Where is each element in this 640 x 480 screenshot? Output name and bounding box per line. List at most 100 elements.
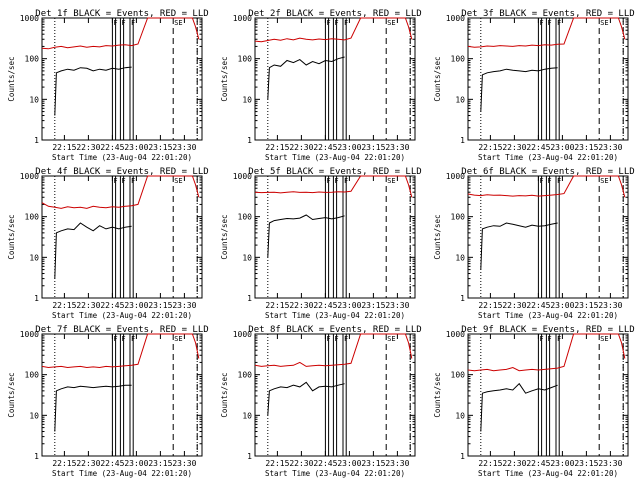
y-tick-label: 100 <box>451 55 466 64</box>
y-axis-label: Counts/sec <box>220 372 229 417</box>
x-tick-label: 23:30 <box>598 301 622 310</box>
x-tick-label: 23:00 <box>337 143 361 152</box>
x-tick-label: 23:15 <box>361 301 385 310</box>
y-tick-label: 1 <box>247 136 252 145</box>
y-tick-label: 1000 <box>446 330 465 339</box>
saa-flag: SE <box>387 335 395 343</box>
y-tick-label: 1000 <box>446 172 465 181</box>
y-tick-label: 100 <box>25 371 40 380</box>
saa-flag: SE <box>174 177 182 185</box>
x-tick-label: 22:15 <box>478 143 502 152</box>
x-tick-label: 23:15 <box>574 301 598 310</box>
series-line-lld <box>467 175 626 198</box>
plot-frame <box>41 333 203 457</box>
x-tick-label: 22:45 <box>526 459 550 468</box>
saa-flag: SE <box>387 177 395 185</box>
x-tick-label: 22:30 <box>289 459 313 468</box>
x-tick-label: 23:30 <box>385 143 409 152</box>
x-tick-label: 23:30 <box>385 301 409 310</box>
y-tick-label: 10 <box>242 95 252 104</box>
x-tick-label: 23:15 <box>148 143 172 152</box>
panel-title: Det 8f BLACK = Events, RED = LLD <box>248 325 421 335</box>
x-axis-label: Start Time (23-Aug-04 22:01:20) <box>265 469 405 478</box>
x-tick-label: 23:15 <box>361 143 385 152</box>
panel-title: Det 3f BLACK = Events, RED = LLD <box>461 9 634 19</box>
y-tick-label: 1 <box>34 452 39 461</box>
x-tick-label: 22:15 <box>52 143 76 152</box>
plot-frame <box>467 333 629 457</box>
series-line-events <box>267 214 345 258</box>
series-line-events <box>480 382 558 432</box>
plot-frame <box>467 175 629 299</box>
panel-title: Det 6f BLACK = Events, RED = LLD <box>461 167 634 177</box>
x-tick-label: 22:15 <box>265 143 289 152</box>
x-tick-label: 23:30 <box>385 459 409 468</box>
y-tick-label: 10 <box>242 253 252 262</box>
panel-title: Det 1f BLACK = Events, RED = LLD <box>35 9 208 19</box>
x-tick-label: 23:30 <box>598 143 622 152</box>
x-axis-label: Start Time (23-Aug-04 22:01:20) <box>478 469 618 478</box>
y-tick-label: 100 <box>25 55 40 64</box>
x-tick-label: 23:15 <box>574 143 598 152</box>
y-axis-label: Counts/sec <box>220 56 229 101</box>
y-tick-label: 1000 <box>20 14 39 23</box>
y-tick-label: 10 <box>242 411 252 420</box>
x-tick-label: 22:15 <box>265 301 289 310</box>
x-tick-label: 22:30 <box>502 459 526 468</box>
plot-frame <box>467 17 629 141</box>
panel-title: Det 2f BLACK = Events, RED = LLD <box>248 9 421 19</box>
chart-panel-6: Det 6f BLACK = Events, RED = LLD 1 10 100 10… <box>433 167 635 320</box>
x-tick-label: 22:15 <box>265 459 289 468</box>
x-tick-label: 22:45 <box>313 143 337 152</box>
series-line-events <box>54 384 132 432</box>
y-tick-label: 100 <box>238 213 253 222</box>
x-tick-label: 23:30 <box>598 459 622 468</box>
x-tick-label: 22:45 <box>313 301 337 310</box>
series-line-events <box>480 67 558 112</box>
x-tick-label: 23:00 <box>337 301 361 310</box>
y-axis-label: Counts/sec <box>433 214 442 259</box>
y-tick-label: 100 <box>451 213 466 222</box>
y-tick-label: 1 <box>460 136 465 145</box>
y-tick-label: 10 <box>29 253 39 262</box>
x-axis-label: Start Time (23-Aug-04 22:01:20) <box>478 311 618 320</box>
series-line-events <box>267 56 345 100</box>
y-tick-label: 10 <box>455 95 465 104</box>
y-axis-label: Counts/sec <box>7 372 16 417</box>
panel-title: Det 9f BLACK = Events, RED = LLD <box>461 325 634 335</box>
x-tick-label: 23:15 <box>148 459 172 468</box>
series-line-lld <box>254 175 413 198</box>
saa-flag: SE <box>387 19 395 27</box>
x-tick-label: 22:30 <box>76 459 100 468</box>
series-line-lld <box>41 333 200 369</box>
x-tick-label: 22:15 <box>478 301 502 310</box>
x-tick-label: 22:15 <box>478 459 502 468</box>
y-tick-label: 100 <box>238 55 253 64</box>
x-tick-label: 22:30 <box>289 301 313 310</box>
y-tick-label: 10 <box>29 95 39 104</box>
x-axis-label: Start Time (23-Aug-04 22:01:20) <box>52 153 192 162</box>
x-tick-label: 23:15 <box>574 459 598 468</box>
x-tick-label: 23:00 <box>550 459 574 468</box>
x-axis-label: Start Time (23-Aug-04 22:01:20) <box>52 311 192 320</box>
x-tick-label: 22:45 <box>313 459 337 468</box>
x-axis-label: Start Time (23-Aug-04 22:01:20) <box>265 153 405 162</box>
x-tick-label: 23:30 <box>172 301 196 310</box>
saa-flag: SE <box>174 335 182 343</box>
series-line-events <box>267 381 345 416</box>
series-line-events <box>54 222 132 279</box>
x-tick-label: 22:30 <box>289 143 313 152</box>
x-tick-label: 23:15 <box>361 459 385 468</box>
saa-flag: SE <box>600 177 608 185</box>
plot-frame <box>254 17 416 141</box>
y-tick-label: 1 <box>34 294 39 303</box>
chart-panel-9: Det 9f BLACK = Events, RED = LLD 1 10 100 10… <box>433 325 635 478</box>
chart-panel-1: Det 1f BLACK = Events, RED = LLD 1 10 100 10… <box>7 9 209 162</box>
x-tick-label: 23:30 <box>172 459 196 468</box>
x-tick-label: 22:45 <box>526 301 550 310</box>
chart-panel-7: Det 7f BLACK = Events, RED = LLD 1 10 100 10… <box>7 325 209 478</box>
panel-title: Det 4f BLACK = Events, RED = LLD <box>35 167 208 177</box>
y-tick-label: 1000 <box>20 330 39 339</box>
x-axis-label: Start Time (23-Aug-04 22:01:20) <box>265 311 405 320</box>
x-tick-label: 22:45 <box>100 301 124 310</box>
